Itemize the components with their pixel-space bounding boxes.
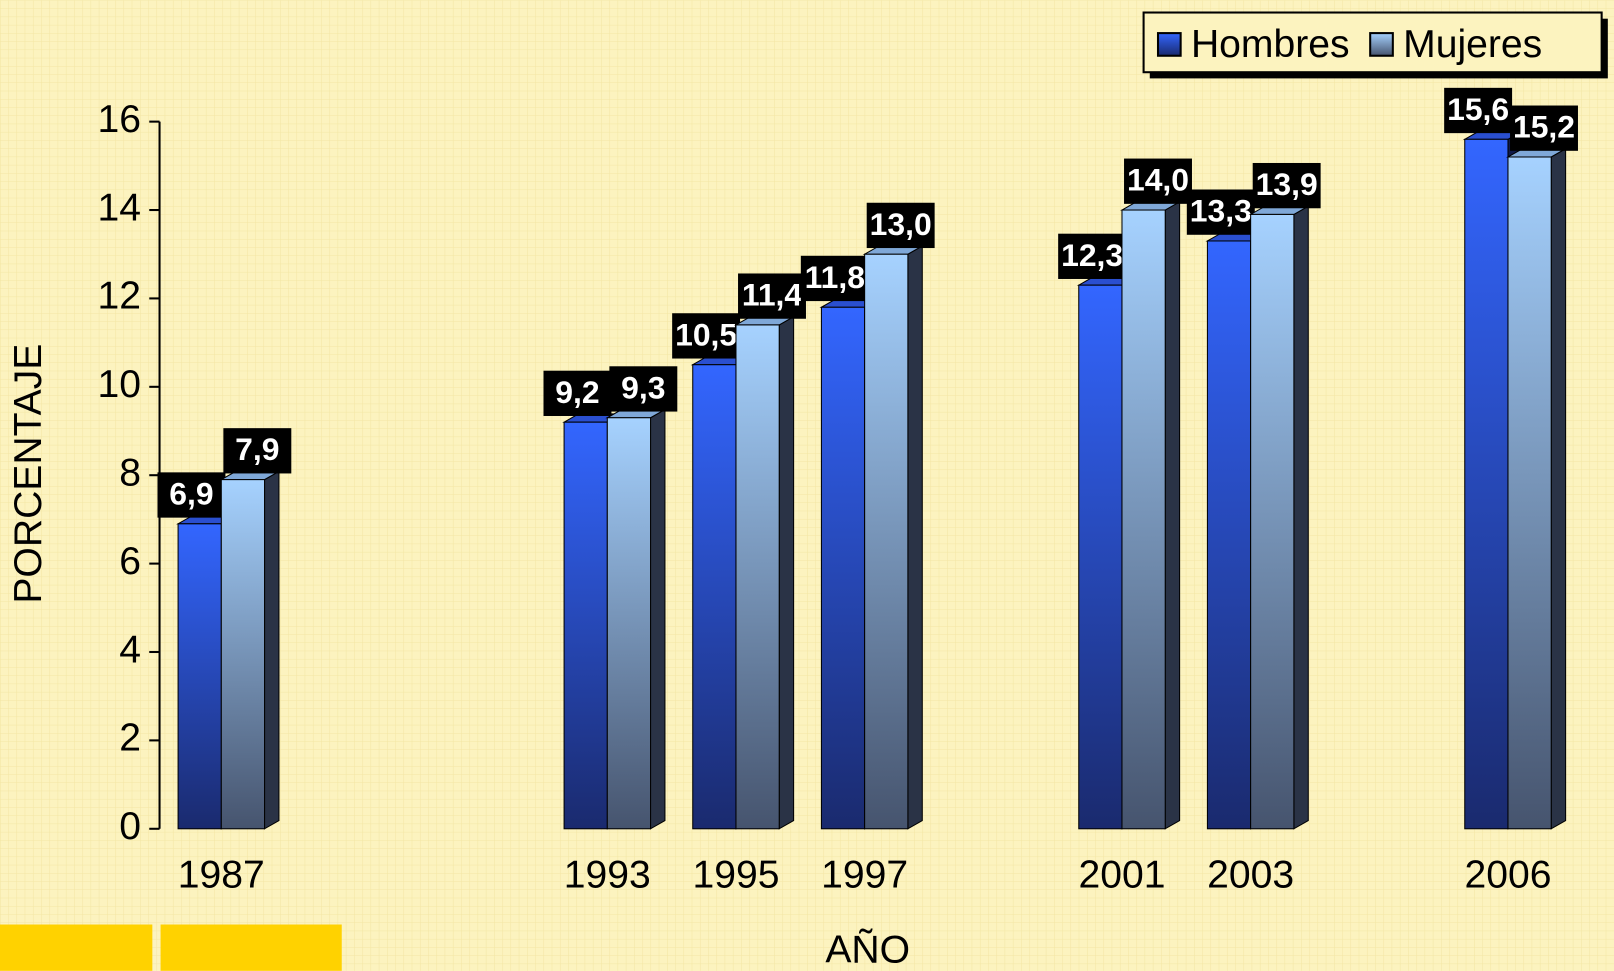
value-label: 10,5	[675, 316, 737, 352]
value-label-box	[1186, 189, 1255, 235]
value-label-box	[1252, 162, 1321, 209]
y-tick-label: 4	[119, 628, 141, 671]
value-label-box	[1444, 87, 1513, 134]
y-axis-label: PORCENTAJE	[7, 344, 50, 604]
bar-front	[563, 421, 608, 830]
legend: Hombres Mujeres	[1142, 11, 1608, 79]
x-tick-label: 2003	[1207, 853, 1294, 896]
x-tick-label: 2006	[1464, 853, 1551, 896]
bar-side	[778, 315, 795, 830]
x-tick-label: 1997	[821, 853, 908, 896]
x-tick-label: 1993	[564, 853, 651, 896]
bar-front	[1078, 284, 1123, 830]
bar-side	[1550, 147, 1567, 830]
value-label: 9,2	[555, 374, 599, 410]
legend-label: Mujeres	[1403, 23, 1542, 66]
bar	[219, 470, 281, 830]
bar-front	[1121, 209, 1166, 830]
y-tick-label: 0	[119, 805, 141, 848]
value-label-box	[609, 366, 678, 412]
bar	[862, 245, 925, 830]
value-label: 15,6	[1447, 91, 1509, 127]
value-label-box	[672, 313, 741, 359]
value-label: 13,9	[1256, 166, 1318, 202]
x-tick-label: 1987	[178, 853, 265, 896]
bar-front	[1507, 156, 1552, 830]
x-tick-label: 1995	[692, 853, 779, 896]
bar-front	[864, 253, 909, 830]
value-label-box	[223, 428, 292, 474]
bar	[1506, 147, 1568, 830]
value-label: 6,9	[169, 475, 213, 511]
value-label: 15,2	[1513, 109, 1575, 145]
legend-swatch	[1156, 32, 1182, 57]
value-label: 7,9	[235, 431, 279, 467]
y-tick-label: 8	[119, 452, 141, 495]
bar-front	[1206, 240, 1252, 830]
bar	[1248, 205, 1311, 830]
bar	[605, 408, 667, 830]
y-tick-label: 6	[119, 540, 141, 583]
bar-front	[820, 306, 866, 830]
bar-front	[1464, 138, 1509, 830]
y-tick-label: 16	[98, 98, 142, 141]
x-tick-label: 2001	[1078, 853, 1165, 896]
bar-side	[264, 470, 280, 830]
decor-block	[0, 924, 153, 971]
bar-front	[1250, 213, 1295, 830]
value-label-box	[1058, 233, 1127, 279]
decor-block	[160, 924, 342, 971]
value-label-box	[1510, 105, 1578, 151]
value-label: 12,3	[1061, 237, 1123, 273]
value-label-box	[157, 472, 226, 518]
value-label-box	[866, 202, 935, 249]
legend-box	[1142, 11, 1603, 74]
value-label: 13,3	[1190, 193, 1252, 229]
legend-label: Hombres	[1191, 23, 1350, 66]
bar-side	[907, 245, 923, 830]
value-label: 13,0	[870, 206, 932, 242]
bar-front	[606, 417, 652, 830]
y-tick-label: 10	[98, 363, 142, 406]
legend-swatch	[1369, 32, 1394, 57]
x-axis-label: AÑO	[825, 929, 910, 971]
bar-side	[1164, 200, 1181, 830]
bar-side	[650, 408, 666, 830]
bar-front	[692, 364, 737, 830]
value-label-box	[738, 273, 806, 319]
y-tick-label: 14	[98, 186, 142, 229]
bar-side	[1293, 205, 1309, 830]
value-label-box	[800, 255, 869, 302]
bar-front	[177, 523, 222, 830]
value-label: 9,3	[621, 369, 665, 405]
value-label: 11,4	[742, 277, 803, 313]
bar-front	[220, 479, 266, 830]
y-tick-label: 12	[98, 275, 142, 318]
value-label: 11,8	[805, 259, 865, 295]
value-label: 14,0	[1127, 162, 1189, 198]
y-tick-label: 2	[119, 717, 141, 760]
value-label-box	[1124, 158, 1192, 204]
bar	[734, 315, 796, 830]
value-label-box	[543, 370, 612, 416]
bar	[1120, 200, 1182, 830]
bar-front	[735, 324, 780, 830]
